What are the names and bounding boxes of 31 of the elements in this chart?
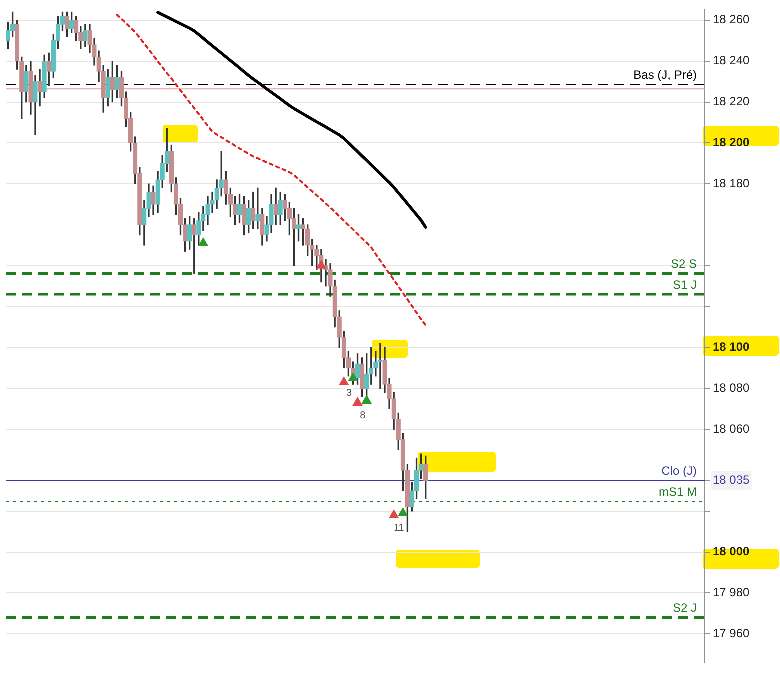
annotation: 3 (346, 388, 352, 400)
y-tick-label: 18 035 (713, 473, 750, 488)
point (198, 238, 208, 246)
y-tick-label: 18 100 (713, 340, 750, 354)
ref-line-label: S1 J (672, 278, 697, 292)
y-tick-label: 18 000 (713, 544, 750, 559)
y-tick-label: 18 180 (713, 176, 750, 190)
ref-line-label: Clo (J) (662, 464, 697, 478)
y-tick-label: 18 080 (713, 380, 750, 395)
ref-line-label: mS1 M (658, 485, 697, 500)
ref-line-label: Bas (J, Pré) (634, 68, 697, 82)
annotation: 11 (394, 523, 405, 534)
y-tick-label: 18 200 (713, 135, 750, 150)
line-series (116, 14, 427, 326)
point (316, 260, 326, 269)
candlestick (378, 343, 383, 389)
ref-line-label: S2 J (672, 601, 697, 616)
y-tick-label: 17 960 (713, 626, 750, 640)
y-tick-label: 18 260 (713, 12, 750, 27)
y-tick-label: 17 980 (713, 586, 750, 600)
annotation: 8 (360, 410, 366, 422)
point (352, 397, 363, 406)
point (348, 372, 358, 382)
y-tick-label: 18 240 (713, 54, 750, 68)
point (339, 377, 349, 386)
point (389, 510, 399, 519)
ref-line-label: S2 S (670, 257, 697, 272)
point (362, 395, 372, 404)
point (398, 508, 408, 516)
y-tick-label: 18 060 (713, 422, 750, 436)
y-tick-label: 18 220 (713, 94, 750, 109)
